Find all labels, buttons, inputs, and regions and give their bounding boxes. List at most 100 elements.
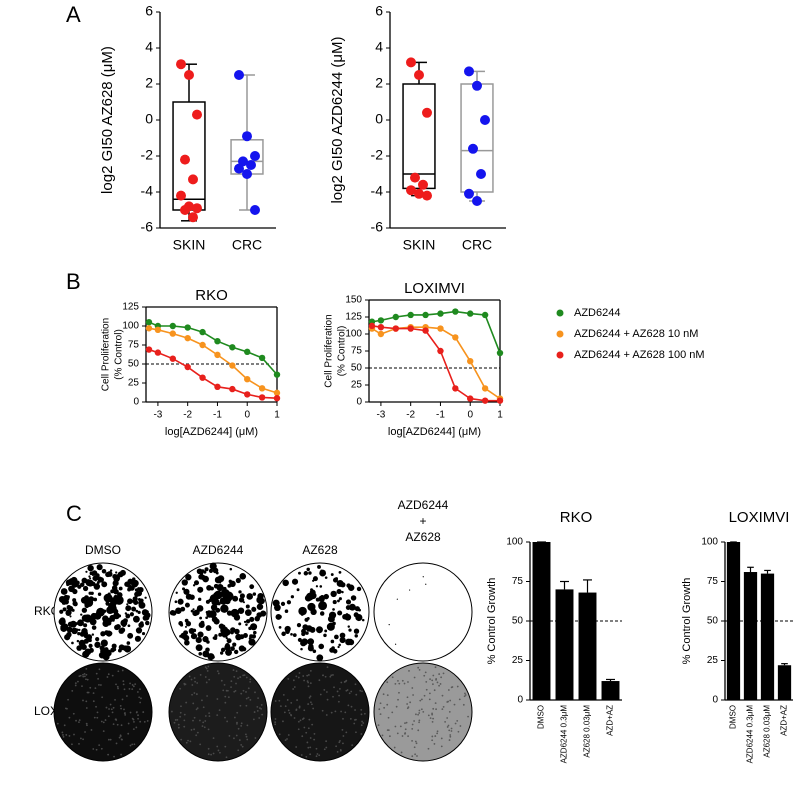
colony: [310, 588, 314, 592]
colony: [238, 645, 245, 652]
speckle: [86, 724, 88, 727]
colony: [221, 630, 225, 634]
speckle: [442, 705, 445, 708]
speckle: [307, 746, 310, 749]
speckle: [301, 735, 304, 738]
data-point: [407, 311, 414, 319]
y-tick-label: 50: [707, 616, 719, 627]
speckle: [414, 740, 417, 743]
speckle: [415, 713, 417, 716]
y-tick-label: 75: [351, 346, 363, 357]
speckle: [121, 669, 124, 672]
speckle: [180, 738, 183, 741]
y-tick-label: 0: [145, 111, 153, 127]
series-line: [371, 325, 500, 402]
x-tick-label: CRC: [462, 237, 492, 253]
speckle: [96, 711, 99, 714]
speckle: [427, 714, 430, 717]
bar: [777, 665, 792, 700]
data-point: [188, 212, 198, 223]
speckle: [325, 746, 328, 749]
y-tick-label: 25: [128, 378, 140, 389]
colony: [107, 592, 111, 596]
speckle: [303, 726, 306, 729]
speckle: [179, 687, 182, 690]
speckle: [338, 741, 341, 744]
speckle: [115, 742, 118, 745]
speckle: [431, 720, 434, 723]
colony: [219, 651, 224, 655]
speckle: [406, 703, 409, 705]
colony: [242, 601, 245, 604]
speckle: [439, 683, 442, 685]
speckle: [226, 720, 229, 723]
x-tick-label: CRC: [232, 237, 262, 253]
speckle: [135, 726, 138, 729]
speckle: [131, 684, 134, 686]
speckle: [233, 690, 236, 693]
colony: [66, 604, 72, 610]
speckle: [361, 720, 363, 723]
x-tick-label: AZ628 0.03μM: [583, 705, 592, 758]
colony: [115, 571, 118, 574]
speckle: [321, 709, 324, 712]
y-tick-label: -6: [371, 219, 384, 235]
colony: [58, 618, 66, 626]
speckle: [234, 689, 237, 692]
data-point: [192, 203, 202, 214]
colony: [226, 610, 233, 616]
panel-label: C: [66, 501, 82, 526]
colony: [135, 609, 139, 613]
speckle: [406, 696, 409, 699]
speckle: [62, 734, 64, 736]
speckle: [139, 720, 142, 723]
colony: [137, 587, 141, 591]
speckle: [170, 710, 173, 713]
speckle: [434, 666, 437, 669]
colony: [184, 602, 190, 608]
speckle: [233, 716, 236, 719]
speckle: [139, 701, 142, 704]
speckle: [206, 695, 208, 697]
speckle: [381, 734, 384, 737]
speckle: [212, 737, 215, 740]
speckle: [415, 742, 418, 745]
speckle: [404, 728, 407, 731]
speckle: [450, 730, 453, 732]
series-line: [371, 326, 501, 400]
speckle: [177, 723, 180, 726]
speckle: [198, 719, 201, 722]
speckle: [179, 711, 182, 714]
speckle: [438, 673, 441, 675]
speckle: [286, 738, 288, 740]
speckle: [325, 714, 328, 716]
x-tick-label: -1: [436, 410, 445, 421]
colony: [324, 576, 328, 579]
speckle: [441, 708, 444, 711]
speckle: [202, 706, 205, 709]
speckle: [309, 737, 312, 739]
speckle: [207, 753, 210, 756]
speckle: [391, 676, 394, 679]
speckle: [423, 694, 426, 697]
speckle: [85, 678, 87, 681]
speckle: [436, 681, 439, 684]
speckle: [203, 726, 206, 729]
speckle: [338, 687, 341, 690]
speckle: [216, 745, 219, 748]
speckle: [86, 691, 89, 694]
colony: [72, 600, 78, 607]
speckle: [193, 728, 196, 731]
colony: [205, 616, 208, 620]
data-point: [273, 389, 281, 397]
data-point: [169, 322, 176, 330]
speckle: [333, 686, 335, 689]
speckle: [417, 713, 420, 716]
colony: [123, 645, 132, 653]
speckle: [207, 665, 210, 668]
colony: [303, 571, 309, 576]
colony: [230, 646, 235, 651]
speckle: [100, 747, 103, 750]
data-point: [199, 328, 206, 336]
speckle: [355, 731, 357, 734]
